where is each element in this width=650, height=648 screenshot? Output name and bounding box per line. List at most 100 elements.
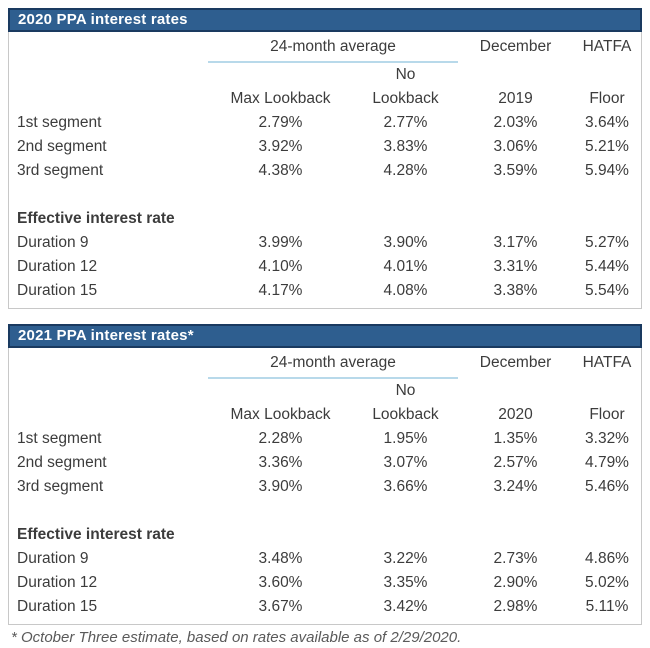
rate-cell: 3.17% [493,234,538,251]
rate-cell: 5.02% [585,574,629,591]
column-header-no: No [395,66,416,83]
row-label: Duration 9 [17,234,89,251]
ppa-table-2021: 2021 PPA interest rates* 24-month averag… [8,324,642,625]
rate-cell: 5.94% [585,162,629,179]
column-header-max-lookback: Max Lookback [230,406,331,423]
rate-cell: 3.32% [585,430,629,447]
empty-cell [9,352,208,379]
table-row-duration-9: Duration 9 3.48% 3.22% 2.73% 4.86% [9,547,641,571]
rate-cell: 2.79% [258,114,303,131]
rate-cell: 2.28% [258,430,303,447]
column-header-december: December [479,354,552,371]
rate-cell: 3.07% [383,454,428,471]
column-group-row: 24-month average December HATFA [9,352,641,379]
rate-cell: 3.31% [493,258,538,275]
rate-cell: 5.11% [585,598,629,615]
row-label: Duration 15 [17,282,98,299]
rate-cell: 2.73% [493,550,538,567]
row-label: 1st segment [17,114,102,131]
rate-cell: 2.57% [493,454,538,471]
column-header-floor: Floor [589,406,625,423]
rate-cell: 5.27% [585,234,629,251]
rate-cell: 3.36% [258,454,303,471]
column-subgroup-row: No [9,379,641,403]
column-header-year: 2020 [498,406,533,423]
rate-cell: 3.59% [493,162,538,179]
table-row-3rd-segment: 3rd segment 3.90% 3.66% 3.24% 5.46% [9,475,641,499]
rate-cell: 3.66% [383,478,428,495]
table-title: 2020 PPA interest rates [18,11,188,28]
rate-cell: 3.42% [383,598,428,615]
rate-cell: 4.79% [585,454,629,471]
row-label: 3rd segment [17,162,104,179]
rate-cell: 4.17% [258,282,303,299]
footnote: * October Three estimate, based on rates… [11,629,462,646]
empty-cell [9,36,208,63]
column-header-hatfa: HATFA [582,354,632,371]
rate-cell: 3.99% [258,234,303,251]
rate-cell: 1.95% [383,430,428,447]
rate-cell: 5.46% [585,478,629,495]
table-row-duration-15: Duration 15 3.67% 3.42% 2.98% 5.11% [9,595,641,619]
empty-cell [458,379,573,403]
row-label: 2nd segment [17,138,107,155]
empty-cell [208,63,353,87]
rate-cell: 3.06% [493,138,538,155]
empty-cell [573,379,641,403]
table-row-duration-12: Duration 12 3.60% 3.35% 2.90% 5.02% [9,571,641,595]
rate-cell: 2.90% [493,574,538,591]
row-label: Duration 12 [17,574,98,591]
rate-cell: 4.38% [258,162,303,179]
empty-cell [9,87,208,111]
column-header-hatfa: HATFA [582,38,632,55]
rate-cell: 4.10% [258,258,303,275]
table-row-2nd-segment: 2nd segment 3.92% 3.83% 3.06% 5.21% [9,135,641,159]
column-header-row: Max Lookback Lookback 2020 Floor [9,403,641,427]
column-header-december: December [479,38,552,55]
rate-cell: 5.21% [585,138,629,155]
table-title: 2021 PPA interest rates* [18,327,194,344]
rate-cell: 2.77% [383,114,428,131]
row-label: Duration 15 [17,598,98,615]
column-group-row: 24-month average December HATFA [9,36,641,63]
empty-cell [458,63,573,87]
empty-cell [9,403,208,427]
section-label: Effective interest rate [17,210,175,227]
rate-cell: 5.44% [585,258,629,275]
rate-cell: 3.83% [383,138,428,155]
table-row-1st-segment: 1st segment 2.28% 1.95% 1.35% 3.32% [9,427,641,451]
rate-cell: 1.35% [493,430,538,447]
table-title-bar: 2021 PPA interest rates* [8,324,642,348]
table-row-duration-12: Duration 12 4.10% 4.01% 3.31% 5.44% [9,255,641,279]
ppa-table-2020: 2020 PPA interest rates 24-month average… [8,8,642,309]
rate-cell: 5.54% [585,282,629,299]
section-header-row: Effective interest rate [9,207,641,231]
table-gap [8,309,642,324]
spacer-row [9,183,641,207]
table-body: 24-month average December HATFA No Max L… [8,32,642,309]
row-label: Duration 12 [17,258,98,275]
rate-cell: 3.92% [258,138,303,155]
spacer-row [9,499,641,523]
column-subgroup-row: No [9,63,641,87]
rate-cell: 4.08% [383,282,428,299]
column-header-max-lookback: Max Lookback [230,90,331,107]
rate-cell: 3.22% [383,550,428,567]
table-title-bar: 2020 PPA interest rates [8,8,642,32]
table-body: 24-month average December HATFA No Max L… [8,348,642,625]
table-row-duration-9: Duration 9 3.99% 3.90% 3.17% 5.27% [9,231,641,255]
rate-cell: 4.01% [383,258,428,275]
rate-cell: 2.98% [493,598,538,615]
table-row-1st-segment: 1st segment 2.79% 2.77% 2.03% 3.64% [9,111,641,135]
rate-cell: 4.86% [585,550,629,567]
section-header-row: Effective interest rate [9,523,641,547]
column-header-row: Max Lookback Lookback 2019 Floor [9,87,641,111]
table-row-3rd-segment: 3rd segment 4.38% 4.28% 3.59% 5.94% [9,159,641,183]
empty-cell [9,63,208,87]
rate-cell: 3.90% [383,234,428,251]
row-label: 3rd segment [17,478,104,495]
rate-cell: 3.48% [258,550,303,567]
column-header-lookback: Lookback [372,406,439,423]
rate-cell: 3.67% [258,598,303,615]
column-header-no: No [395,382,416,399]
